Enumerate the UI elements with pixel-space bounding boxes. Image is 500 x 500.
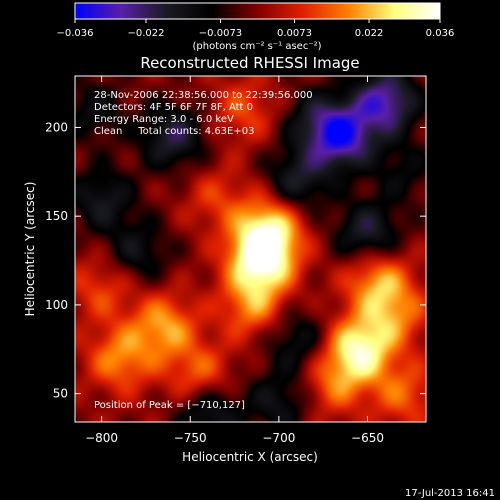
colorbar-tick-label: −0.0073 bbox=[199, 28, 242, 39]
colorbar bbox=[74, 2, 441, 20]
y-axis: 50 100 150 200 bbox=[45, 120, 426, 401]
y-axis-label: Heliocentric Y (arcsec) bbox=[23, 182, 37, 317]
y-tick-label: 100 bbox=[45, 298, 68, 312]
annotation-detectors: Detectors: 4F 5F 6F 7F 8F, Att 0 bbox=[94, 102, 253, 113]
colorbar-units-label: (photons cm⁻² s⁻¹ asec⁻²) bbox=[192, 41, 321, 52]
x-tick-label: −800 bbox=[85, 431, 118, 445]
x-tick-label: −700 bbox=[262, 431, 295, 445]
colorbar-tick-label: 0.036 bbox=[426, 28, 455, 39]
plot-frame bbox=[74, 75, 427, 423]
y-tick-label: 50 bbox=[53, 387, 68, 401]
annotation-energy-range: Energy Range: 3.0 - 6.0 keV bbox=[94, 114, 234, 125]
heatmap-raster bbox=[75, 76, 426, 422]
colorbar-tick-label: −0.036 bbox=[56, 28, 93, 39]
annotation-peak-position: Position of Peak = [−710,127] bbox=[94, 400, 245, 411]
footer-timestamp: 17-Jul-2013 16:41 bbox=[405, 488, 495, 499]
chart-title: Reconstructed RHESSI Image bbox=[140, 54, 359, 72]
x-axis: −800 −750 −700 −650 bbox=[85, 76, 384, 445]
x-axis-label: Heliocentric X (arcsec) bbox=[182, 450, 318, 464]
colorbar-tick-label: 0.022 bbox=[355, 28, 384, 39]
colorbar-tick-label: 0.0073 bbox=[277, 28, 312, 39]
colorbar-tick-label: −0.022 bbox=[127, 28, 164, 39]
annotation-clean-counts: Clean Total counts: 4.63E+03 bbox=[94, 126, 254, 137]
annotation-time-range: 28-Nov-2006 22:38:56.000 to 22:39:56.000 bbox=[94, 90, 313, 101]
x-tick-label: −750 bbox=[174, 431, 207, 445]
colorbar-ticks: −0.036 −0.022 −0.0073 0.0073 0.022 0.036 bbox=[56, 19, 454, 39]
y-tick-label: 150 bbox=[45, 209, 68, 223]
x-tick-label: −650 bbox=[351, 431, 384, 445]
heatmap-image bbox=[75, 76, 426, 422]
y-tick-label: 200 bbox=[45, 120, 68, 134]
